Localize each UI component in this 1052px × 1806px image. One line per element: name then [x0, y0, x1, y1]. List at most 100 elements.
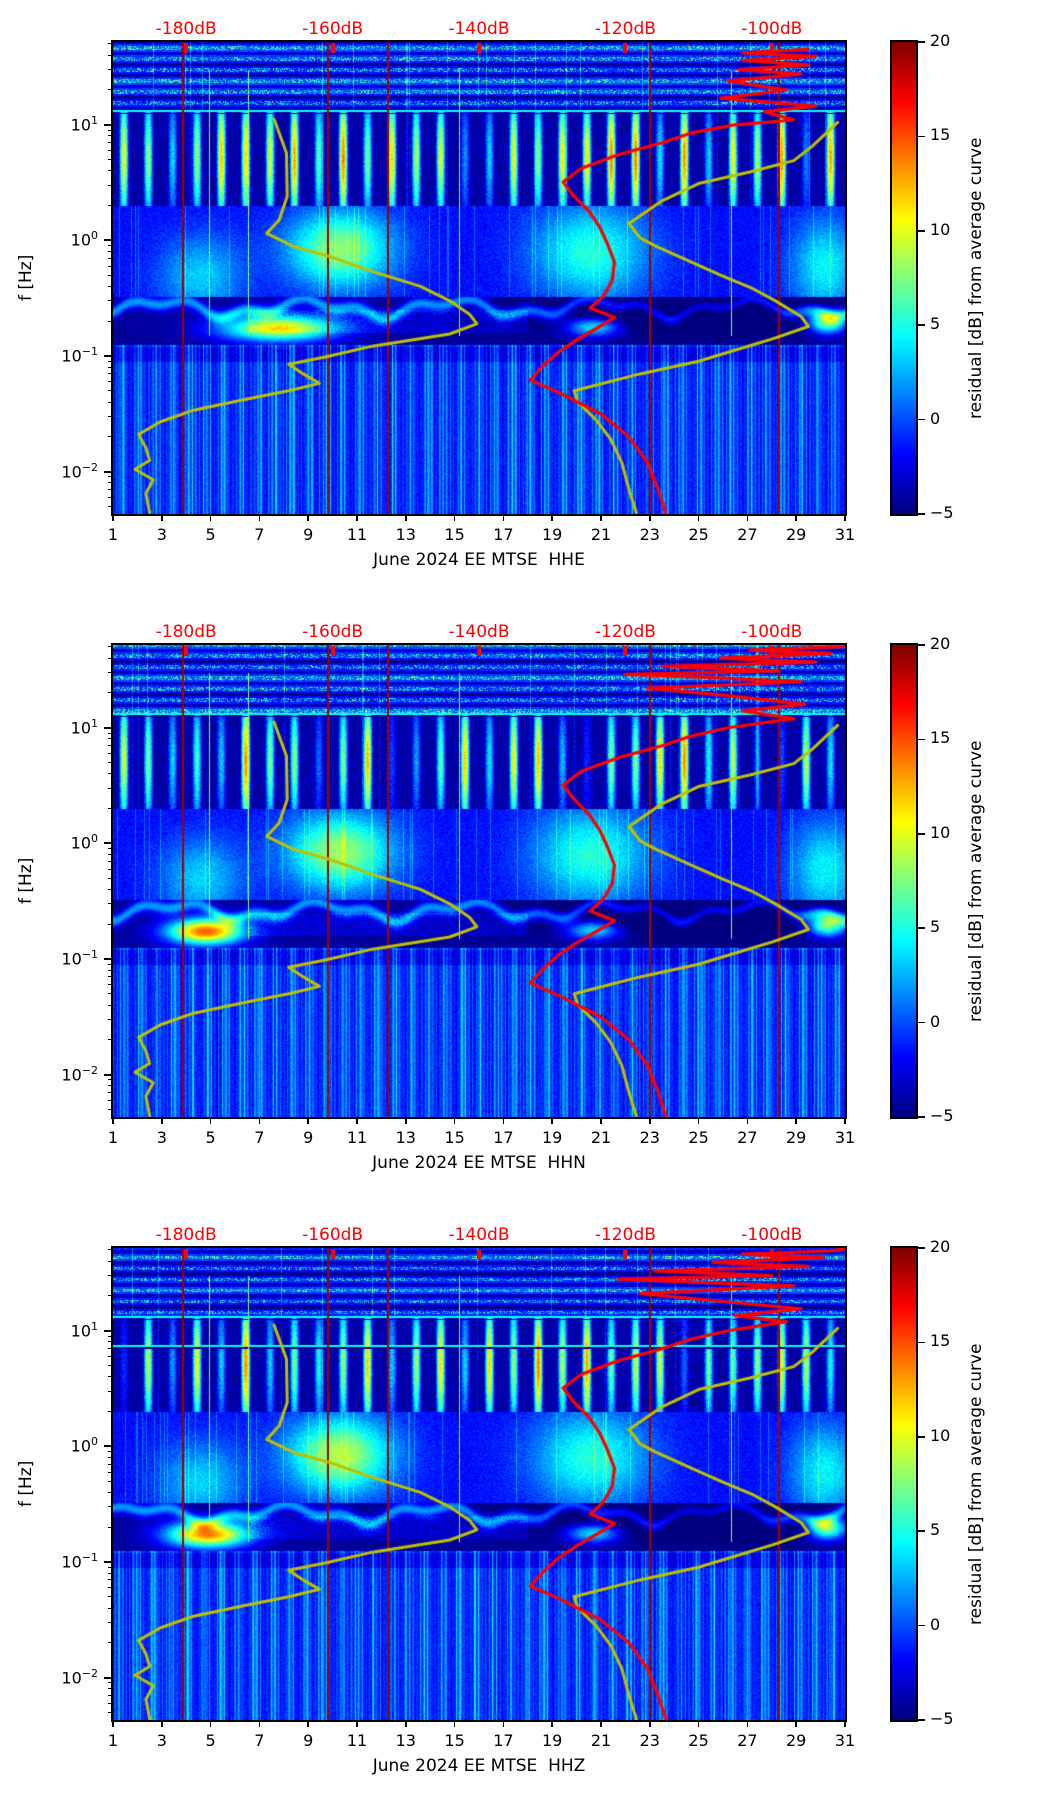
x-tick-label: 25 — [688, 1128, 709, 1147]
top-axis-red-tick — [769, 1249, 774, 1259]
y-minor-tick — [108, 129, 112, 131]
top-axis-red-tick — [477, 646, 481, 656]
x-tick — [795, 1117, 798, 1124]
colorbar-tick — [918, 135, 925, 138]
y-minor-tick — [108, 489, 112, 491]
y-minor-tick — [108, 1572, 112, 1574]
top-axis-db-label: -180dB — [155, 1225, 217, 1245]
y-minor-tick — [108, 159, 112, 161]
colorbar-tick — [918, 1435, 925, 1438]
x-tick — [600, 1117, 602, 1124]
y-minor-tick — [108, 415, 112, 417]
x-axis-label-hhn: June 2024 EE MTSE HHN — [372, 1153, 586, 1173]
colorbar-tick — [918, 832, 925, 835]
x-tick-label: 25 — [688, 525, 709, 544]
x-tick — [697, 1720, 700, 1727]
x-tick-label: 11 — [346, 1731, 368, 1750]
top-axis-db-label: -100dB — [741, 1225, 803, 1245]
x-tick-label: 15 — [444, 525, 465, 544]
y-minor-tick — [108, 360, 112, 362]
y-minor-tick — [108, 903, 112, 905]
y-tick-label: 100 — [70, 229, 98, 250]
x-tick-label: 7 — [254, 1731, 265, 1750]
x-tick — [648, 1720, 651, 1727]
y-tick-label: 101 — [70, 1319, 98, 1341]
y-minor-tick — [108, 745, 112, 747]
y-minor-tick — [108, 1295, 112, 1297]
x-tick — [844, 514, 846, 521]
x-tick — [307, 514, 310, 521]
y-minor-tick — [108, 1506, 112, 1508]
y-minor-tick — [108, 1621, 112, 1623]
y-tick — [104, 1445, 111, 1448]
y-minor-tick — [108, 482, 112, 484]
x-tick — [160, 1117, 163, 1124]
y-minor-tick — [108, 1348, 112, 1350]
colorbar-tick — [918, 513, 925, 515]
y-axis-label-hhn: f [Hz] — [16, 857, 36, 905]
y-tick — [104, 470, 111, 473]
y-minor-tick — [108, 251, 112, 253]
x-tick-label: 1 — [107, 1128, 119, 1147]
x-tick-label: 21 — [590, 1128, 612, 1147]
colorbar-tick-label: 0 — [930, 408, 941, 428]
x-tick-label: 29 — [786, 525, 807, 544]
x-tick — [453, 1720, 456, 1727]
top-axis-red-tick — [477, 43, 481, 53]
y-minor-tick — [108, 1099, 112, 1101]
colorbar-tick-label: 15 — [930, 1331, 951, 1351]
top-axis-red-tick — [330, 646, 335, 656]
x-tick-label: 7 — [254, 1128, 265, 1147]
y-minor-tick — [108, 1085, 112, 1087]
colorbar-tick-label: 10 — [930, 1425, 951, 1445]
x-tick-label: 15 — [444, 1128, 465, 1147]
y-minor-tick — [108, 184, 112, 186]
x-tick — [209, 514, 212, 521]
x-tick — [746, 1720, 749, 1727]
x-tick — [160, 514, 163, 521]
top-axis-red-tick — [623, 43, 628, 53]
top-axis-db-label: -180dB — [155, 19, 217, 39]
x-tick — [356, 514, 358, 521]
x-tick — [502, 514, 505, 521]
x-tick — [551, 1720, 554, 1727]
top-axis-db-label: -100dB — [741, 622, 803, 642]
y-minor-tick — [108, 476, 112, 478]
x-tick — [258, 1117, 261, 1124]
y-minor-tick — [108, 1682, 112, 1684]
y-minor-tick — [108, 672, 112, 674]
colorbar-tick — [918, 1116, 925, 1118]
y-minor-tick — [108, 257, 112, 259]
x-tick-label: 3 — [156, 1128, 167, 1147]
y-minor-tick — [108, 1688, 112, 1690]
colorbar-tick-label: 0 — [930, 1011, 941, 1031]
x-tick — [112, 1117, 114, 1124]
y-minor-tick — [108, 89, 112, 91]
x-tick-label: 9 — [303, 1128, 314, 1147]
x-tick — [404, 514, 407, 521]
x-axis-label-hhe: June 2024 EE MTSE HHE — [373, 550, 585, 570]
y-minor-tick — [108, 496, 112, 498]
x-tick-label: 3 — [156, 1731, 167, 1750]
x-tick-label: 29 — [786, 1128, 807, 1147]
colorbar-tick-label: 10 — [930, 822, 951, 842]
y-minor-tick — [108, 1275, 112, 1277]
y-minor-tick — [108, 1579, 112, 1581]
y-minor-tick — [108, 1642, 112, 1644]
x-tick-label: 11 — [346, 525, 368, 544]
y-minor-tick — [108, 401, 112, 403]
x-tick — [404, 1720, 407, 1727]
y-minor-tick — [108, 1335, 112, 1337]
y-minor-tick — [108, 1355, 112, 1357]
y-minor-tick — [108, 1695, 112, 1697]
top-axis-db-label: -120dB — [594, 1225, 656, 1245]
x-tick-label: 13 — [395, 1128, 416, 1147]
y-minor-tick — [108, 1260, 112, 1262]
y-minor-tick — [108, 854, 112, 856]
y-minor-tick — [108, 135, 112, 137]
y-minor-tick — [108, 142, 112, 144]
x-tick — [746, 1117, 749, 1124]
x-tick-label: 9 — [303, 1731, 314, 1750]
x-tick-label: 9 — [303, 525, 314, 544]
